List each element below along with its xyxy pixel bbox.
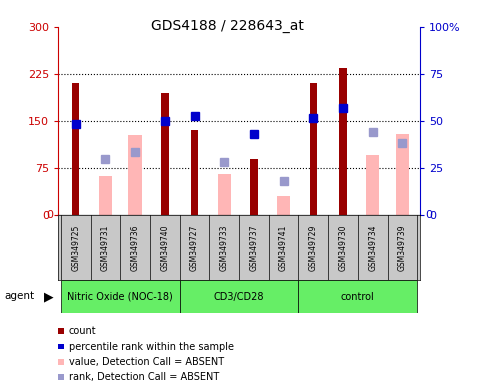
Bar bbox=[298, 280, 417, 313]
Text: percentile rank within the sample: percentile rank within the sample bbox=[69, 341, 234, 351]
Bar bbox=[277, 196, 290, 215]
Text: 0: 0 bbox=[46, 210, 53, 220]
Bar bbox=[310, 83, 317, 215]
Text: GSM349734: GSM349734 bbox=[368, 224, 377, 271]
Text: GSM349730: GSM349730 bbox=[339, 224, 347, 271]
Text: value, Detection Call = ABSENT: value, Detection Call = ABSENT bbox=[69, 357, 224, 367]
Text: 0: 0 bbox=[425, 210, 432, 220]
Bar bbox=[250, 159, 257, 215]
Bar bbox=[99, 176, 112, 215]
Bar bbox=[339, 68, 347, 215]
Text: GSM349733: GSM349733 bbox=[220, 224, 229, 271]
Text: GSM349729: GSM349729 bbox=[309, 225, 318, 271]
Text: agent: agent bbox=[5, 291, 35, 301]
Bar bbox=[191, 131, 198, 215]
Bar bbox=[128, 135, 142, 215]
Text: CD3/CD28: CD3/CD28 bbox=[214, 291, 264, 302]
Bar bbox=[72, 83, 80, 215]
Bar bbox=[61, 280, 180, 313]
Text: GSM349727: GSM349727 bbox=[190, 225, 199, 271]
Bar bbox=[396, 134, 409, 215]
Bar bbox=[180, 280, 298, 313]
Text: GDS4188 / 228643_at: GDS4188 / 228643_at bbox=[151, 19, 303, 33]
Text: ▶: ▶ bbox=[43, 290, 53, 303]
Text: GSM349740: GSM349740 bbox=[160, 224, 170, 271]
Text: GSM349731: GSM349731 bbox=[101, 225, 110, 271]
Text: GSM349725: GSM349725 bbox=[71, 225, 80, 271]
Text: GSM349736: GSM349736 bbox=[131, 224, 140, 271]
Text: count: count bbox=[69, 326, 96, 336]
Bar bbox=[366, 156, 379, 215]
Text: GSM349741: GSM349741 bbox=[279, 225, 288, 271]
Bar bbox=[161, 93, 169, 215]
Text: GSM349737: GSM349737 bbox=[249, 224, 258, 271]
Bar bbox=[217, 174, 231, 215]
Text: GSM349739: GSM349739 bbox=[398, 224, 407, 271]
Text: rank, Detection Call = ABSENT: rank, Detection Call = ABSENT bbox=[69, 372, 219, 382]
Text: control: control bbox=[341, 291, 375, 302]
Text: Nitric Oxide (NOC-18): Nitric Oxide (NOC-18) bbox=[68, 291, 173, 302]
